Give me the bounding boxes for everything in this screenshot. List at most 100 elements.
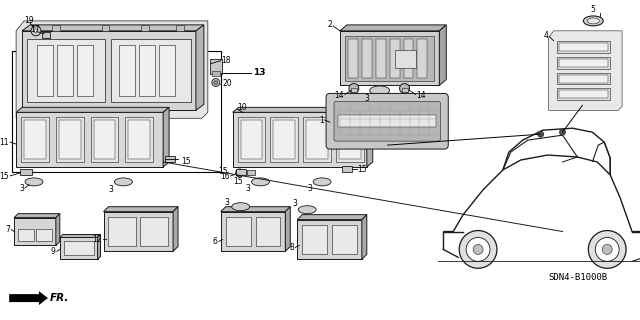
Bar bbox=[395, 50, 417, 68]
Polygon shape bbox=[221, 207, 291, 212]
Text: 19: 19 bbox=[24, 16, 34, 25]
Text: 1: 1 bbox=[319, 116, 324, 125]
Text: 3: 3 bbox=[365, 94, 370, 103]
Ellipse shape bbox=[298, 206, 316, 214]
Ellipse shape bbox=[313, 178, 331, 186]
Polygon shape bbox=[104, 207, 178, 212]
Polygon shape bbox=[173, 207, 178, 252]
Bar bbox=[165, 156, 175, 162]
Bar bbox=[273, 120, 295, 159]
Text: 2: 2 bbox=[327, 20, 332, 29]
Bar bbox=[559, 59, 608, 67]
Bar bbox=[236, 169, 246, 175]
Bar bbox=[557, 88, 610, 100]
Bar bbox=[559, 91, 608, 99]
Bar bbox=[345, 36, 435, 81]
Bar bbox=[140, 217, 168, 246]
Text: 15: 15 bbox=[181, 157, 191, 166]
Bar bbox=[351, 88, 357, 92]
Polygon shape bbox=[548, 31, 622, 110]
Text: 3: 3 bbox=[292, 199, 297, 208]
Circle shape bbox=[559, 129, 566, 135]
Bar bbox=[417, 39, 428, 77]
Text: 15: 15 bbox=[0, 172, 9, 181]
Polygon shape bbox=[285, 207, 291, 252]
Text: 3: 3 bbox=[19, 184, 24, 193]
Circle shape bbox=[236, 169, 244, 177]
Bar bbox=[332, 225, 357, 254]
Polygon shape bbox=[14, 214, 60, 218]
Ellipse shape bbox=[370, 86, 390, 95]
Polygon shape bbox=[14, 218, 56, 245]
Bar bbox=[56, 117, 84, 162]
Bar bbox=[212, 71, 220, 76]
Circle shape bbox=[459, 230, 497, 268]
Bar bbox=[226, 217, 250, 246]
Polygon shape bbox=[297, 220, 362, 259]
Polygon shape bbox=[22, 25, 204, 31]
Polygon shape bbox=[16, 112, 163, 167]
FancyBboxPatch shape bbox=[326, 93, 448, 149]
Polygon shape bbox=[614, 34, 619, 105]
Bar bbox=[306, 120, 328, 159]
Bar bbox=[93, 120, 115, 159]
Bar bbox=[271, 117, 298, 162]
Bar bbox=[18, 228, 34, 242]
Circle shape bbox=[212, 78, 220, 86]
Polygon shape bbox=[362, 215, 367, 259]
Circle shape bbox=[595, 237, 619, 261]
Polygon shape bbox=[9, 291, 48, 305]
Polygon shape bbox=[297, 215, 367, 220]
Text: 6: 6 bbox=[213, 237, 218, 246]
Bar bbox=[557, 73, 610, 84]
Text: 16: 16 bbox=[220, 172, 230, 181]
Bar bbox=[140, 45, 155, 96]
Text: 3: 3 bbox=[225, 198, 230, 207]
Ellipse shape bbox=[252, 178, 269, 186]
Text: 17: 17 bbox=[30, 25, 40, 34]
Bar bbox=[36, 228, 52, 242]
Text: 3: 3 bbox=[109, 185, 113, 194]
Bar bbox=[125, 117, 153, 162]
Polygon shape bbox=[163, 107, 169, 167]
Ellipse shape bbox=[25, 178, 43, 186]
Polygon shape bbox=[340, 31, 439, 85]
Polygon shape bbox=[552, 34, 619, 38]
Polygon shape bbox=[233, 107, 372, 112]
Bar bbox=[42, 32, 50, 38]
Bar bbox=[12, 51, 221, 172]
Bar bbox=[336, 117, 364, 162]
Circle shape bbox=[473, 244, 483, 254]
Bar bbox=[102, 25, 109, 31]
Bar bbox=[303, 117, 331, 162]
Bar bbox=[129, 120, 150, 159]
Text: 8: 8 bbox=[289, 243, 294, 252]
Text: 15: 15 bbox=[233, 177, 243, 186]
Circle shape bbox=[538, 131, 543, 137]
Bar bbox=[21, 117, 49, 162]
Bar bbox=[141, 25, 149, 31]
Text: 20: 20 bbox=[223, 79, 232, 88]
Bar bbox=[210, 59, 221, 74]
Bar bbox=[376, 39, 386, 77]
Ellipse shape bbox=[588, 18, 599, 24]
Bar bbox=[52, 25, 60, 31]
Text: 13: 13 bbox=[253, 68, 265, 77]
Polygon shape bbox=[56, 214, 60, 245]
Bar bbox=[176, 25, 184, 31]
Circle shape bbox=[31, 26, 41, 36]
Bar bbox=[159, 45, 175, 96]
Text: FR.: FR. bbox=[50, 293, 69, 303]
Text: 15: 15 bbox=[357, 165, 367, 174]
Text: 4: 4 bbox=[544, 31, 548, 40]
Bar bbox=[91, 117, 118, 162]
Polygon shape bbox=[552, 38, 614, 105]
Polygon shape bbox=[233, 112, 367, 167]
Bar bbox=[559, 43, 608, 51]
Text: 5: 5 bbox=[590, 5, 595, 14]
Text: 9: 9 bbox=[51, 247, 56, 256]
Text: SDN4-B1000B: SDN4-B1000B bbox=[548, 273, 608, 282]
Polygon shape bbox=[367, 107, 372, 167]
Text: 10: 10 bbox=[237, 103, 247, 112]
Bar bbox=[348, 39, 358, 77]
